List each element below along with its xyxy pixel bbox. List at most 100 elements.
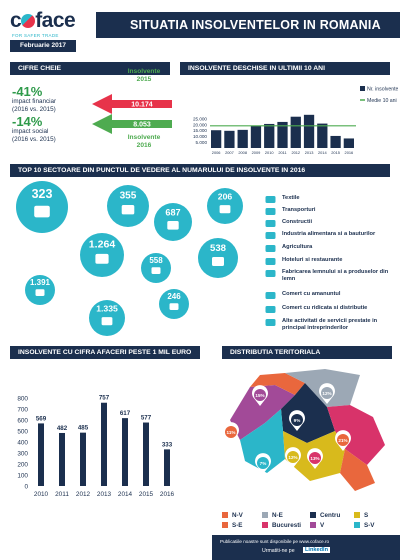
region-s-v [240,409,285,473]
sector-icon [265,269,276,278]
x-tick-label: 2013 [305,150,314,155]
x-tick-label: 2011 [278,150,286,155]
x-tick-label: 2016 [345,150,354,155]
romania-map: 11% 12% 9% 12% 21% 13% 15% 7% [223,369,385,491]
financial-impact-value: -41% [12,84,43,99]
bar-value-label: 569 [36,415,47,422]
legend-item: Bucuresti [262,522,301,529]
legend-label: N-V [232,512,243,519]
insolv-2015-value: 10.174 [131,102,153,109]
footer-line1: Publicatiile noastre sunt disponibile pe… [220,539,330,544]
bar-big-turnover [38,423,44,486]
bar-big-turnover [164,449,170,486]
bar-insolvente [237,129,248,148]
legend-item: S-V [354,522,375,529]
linkedin-link[interactable]: LinkedIn [303,547,330,553]
sector-bubble-value: 1.264 [89,238,116,250]
sector-bubble-value: 1.391 [30,278,51,287]
sector-icon [265,305,276,314]
sector-label: Comert cu ridicata si distributie [282,305,368,311]
region-n-v [250,373,305,395]
bar-big-turnover [101,402,107,486]
map-pin-fill [287,451,299,463]
x-tick-label: 2015 [331,150,340,155]
region-bucuresti [340,449,375,491]
legend-swatch [310,512,316,518]
sector-bubble-value: 558 [149,256,163,265]
sector-icon [265,257,276,266]
map-pin-fill [337,434,349,446]
map-pins: 11% 12% 9% 12% 21% 13% 15% 7% [223,383,351,474]
x-tick-label: 2009 [252,150,261,155]
sector-bubble-icon [151,267,161,274]
sector-icon [265,231,276,240]
x-tick-label: 2014 [318,150,327,155]
sector-icon [265,195,276,204]
sector-bubble-icon [34,205,50,218]
sector-bubbles: 323 355 687 206 1.264 558 538 1.391 1.335 246 [16,181,243,336]
map-pin-fill [291,414,303,426]
bar-value-label: 617 [120,410,131,417]
bar-value-label: 577 [141,415,152,422]
footer: Publicatiile noastre sunt disponibile pe… [212,535,400,560]
region-pct: 15% [255,393,264,398]
legend-item: V [310,522,324,529]
sector-label: Constructii [282,219,313,225]
legend-label: S-V [364,522,375,529]
region-pct: 9% [294,418,301,423]
financial-impact-label: impact financiar (2016 vs. 2015) [12,98,57,113]
map-pin-fill [321,387,333,399]
y-tick-label: 400 [17,440,28,447]
sector-bubble-value: 323 [32,187,53,201]
map-pin-fill [257,457,269,469]
bar-insolvente [277,121,288,148]
bar-insolvente [303,114,315,148]
sector-bubble-value: 246 [167,292,181,301]
bar-insolvente [330,135,341,148]
region-centru [281,383,335,443]
map-pin-fill [254,389,266,401]
sector-label: Fabricarea lemnului si a produselor din … [282,269,389,282]
region-s-e [327,405,385,465]
region-pct: 21% [338,438,347,443]
sector-bubble-icon [169,303,179,310]
insolv-2015-label: Insolvente 2015 [127,68,161,83]
y-tick-label: 300 [17,451,28,458]
x-tick-label: 2016 [160,491,175,498]
sector-label: Alte activitati de servicii prestate in … [282,318,378,331]
y-tick-label: 200 [17,462,28,469]
legend-line-label: Medie 10 ani [367,98,397,104]
region-v [230,385,295,440]
y-tick-label: 25.000 [193,116,207,121]
sector-label: Transporturi [282,207,316,213]
sector-label: Hoteluri si restaurante [282,257,343,263]
bar-big-turnover [143,422,149,486]
arrow-2015 [92,94,172,114]
sector-icon [265,219,276,228]
social-impact-label: impact social (2016 vs. 2015) [12,128,56,143]
region-pct: 7% [260,461,267,466]
y-tick-label: 20.000 [193,122,207,127]
x-tick-label: 2012 [76,491,91,498]
legend-swatch [222,512,228,518]
x-tick-label: 2006 [212,150,221,155]
x-tick-label: 2011 [55,491,69,498]
legend-swatch [354,522,360,528]
x-tick-label: 2007 [225,150,234,155]
bar-value-label: 485 [78,425,89,432]
map-pin-fill [225,426,237,438]
legend-label: S [364,512,369,519]
legend-bar-swatch [360,86,365,91]
legend-item: N-V [222,512,243,519]
bar-value-label: 333 [162,441,173,448]
legend-swatch [310,522,316,528]
sector-label: Agricultura [282,244,313,250]
legend-swatch [262,512,268,518]
social-impact-value: -14% [12,114,43,129]
sector-bubble-icon [95,253,109,264]
legend-item: S-E [222,522,243,529]
x-tick-label: 2008 [238,150,247,155]
legend-label: N-E [272,512,283,519]
y-tick-label: 0 [24,484,28,491]
